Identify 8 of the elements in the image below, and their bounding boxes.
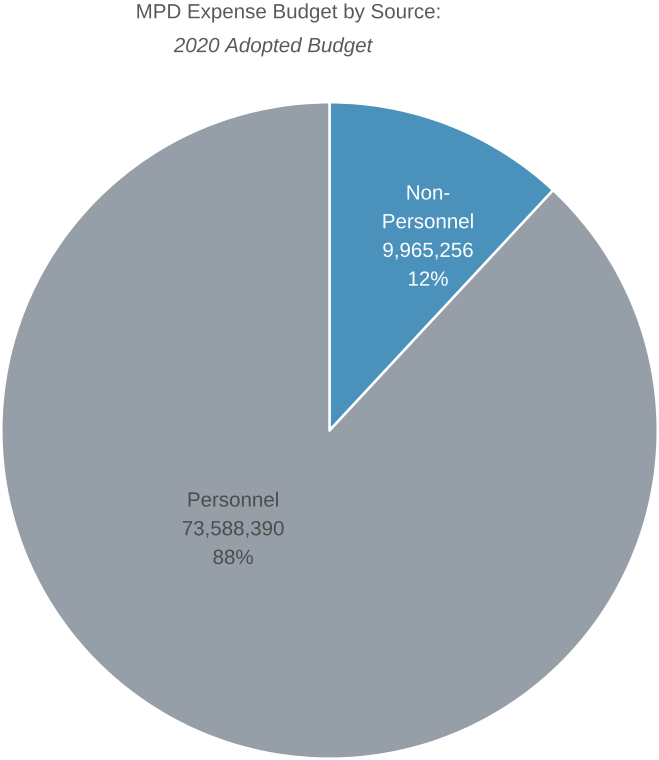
data-label: 73,588,390 [182,520,284,538]
chart-subtitle: 2020 Adopted Budget [174,37,373,56]
chart-title: MPD Expense Budget by Source: [137,3,440,23]
slice-label: Personnel [188,492,278,507]
slice-label: Non-Personnel [383,185,473,228]
text: 12% [409,271,448,286]
data-label: 9,965,256 [383,242,473,260]
text: 88% [213,550,253,564]
